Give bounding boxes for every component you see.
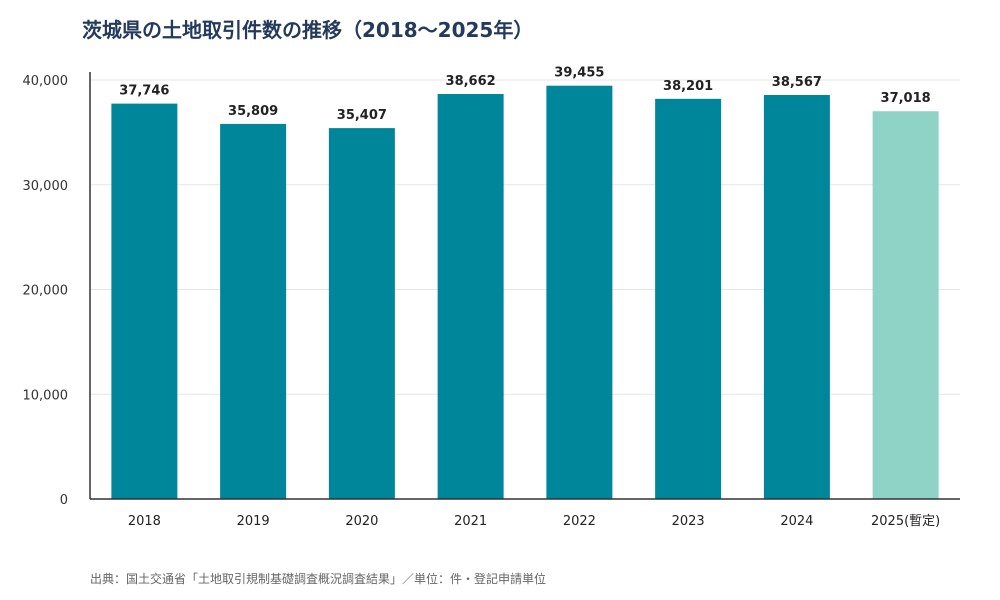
bar-2020 [328, 128, 395, 499]
bar-chart: 0 10,000 20,000 30,000 40,000 37,746 35,809 35… [23, 66, 960, 529]
data-label: 39,455 [554, 66, 604, 81]
source-note: 出典：国土交通省「土地取引規制基礎調査概況調査結果」／単位：件・登記申請単位 [90, 572, 547, 586]
bar-2025(暫定) [872, 111, 939, 499]
bars [111, 85, 939, 500]
chart-title: 茨城県の土地取引件数の推移（2018〜2025年） [82, 18, 534, 42]
bar-2024 [763, 95, 830, 499]
x-tick-label: 2018 [128, 514, 161, 529]
y-tick-label: 30,000 [23, 179, 69, 194]
x-tick-label: 2025(暫定) [871, 514, 940, 529]
x-tick-label: 2019 [237, 514, 270, 529]
x-axis-ticks: 2018 2019 2020 2021 2022 2023 2024 2025(暫定) [128, 514, 940, 529]
data-label: 35,809 [228, 104, 278, 119]
data-label: 35,407 [337, 108, 387, 123]
data-label: 38,567 [772, 75, 822, 90]
x-tick-label: 2023 [672, 514, 705, 529]
y-tick-label: 40,000 [23, 74, 69, 89]
data-label: 38,201 [663, 79, 713, 94]
bar-2023 [655, 98, 722, 499]
y-tick-label: 10,000 [23, 388, 69, 403]
bar-2019 [220, 123, 287, 499]
bar-2021 [437, 94, 504, 499]
y-axis-ticks: 0 10,000 20,000 30,000 40,000 [23, 74, 69, 508]
data-label: 37,018 [881, 91, 931, 106]
data-label: 37,746 [119, 84, 169, 99]
bar-2018 [111, 103, 178, 499]
data-labels: 37,746 35,809 35,407 38,662 39,455 38,201 38,5… [119, 66, 930, 123]
x-tick-label: 2024 [780, 514, 813, 529]
x-tick-label: 2020 [345, 514, 378, 529]
y-tick-label: 0 [60, 493, 68, 508]
x-tick-label: 2021 [454, 514, 487, 529]
bar-2022 [546, 85, 613, 500]
data-label: 38,662 [446, 74, 496, 89]
x-tick-label: 2022 [563, 514, 596, 529]
y-tick-label: 20,000 [23, 284, 69, 299]
